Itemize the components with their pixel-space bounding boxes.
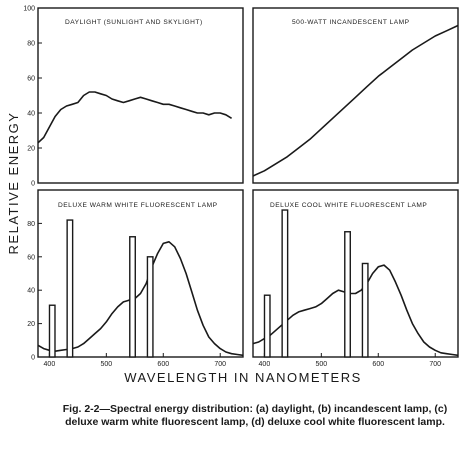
panel-frame xyxy=(252,189,459,358)
panel-marks: 400 500 600 700 xyxy=(252,209,459,368)
x-tick-label: 700 xyxy=(429,361,441,368)
panel-daylight: DAYLIGHT (SUNLIGHT AND SKYLIGHT) 0 20 40 60… xyxy=(23,6,244,188)
figure-caption: Fig. 2-2—Spectral energy distribution: (… xyxy=(62,403,448,428)
spectrum-curve xyxy=(37,91,233,144)
panel-frame xyxy=(252,7,459,184)
x-tick-label: 600 xyxy=(157,361,169,368)
panel-title: DELUXE COOL WHITE FLUORESCENT LAMP xyxy=(270,202,427,209)
panel-marks: 0 20 40 60 80 400 500 600 700 xyxy=(27,219,244,368)
panel-title: DELUXE WARM WHITE FLUORESCENT LAMP xyxy=(58,202,218,209)
y-tick-label: 40 xyxy=(27,288,35,295)
x-tick-label: 700 xyxy=(214,361,226,368)
y-axis-label: RELATIVE ENERGY xyxy=(6,112,21,255)
spectrum-curve xyxy=(252,24,459,177)
x-tick-label: 500 xyxy=(315,361,327,368)
y-tick-label: 80 xyxy=(27,221,35,228)
panel-warm-white: DELUXE WARM WHITE FLUORESCENT LAMP 0 20 40… xyxy=(27,189,244,368)
y-tick-label: 0 xyxy=(31,181,35,188)
y-tick-label: 60 xyxy=(27,254,35,261)
y-tick-label: 20 xyxy=(27,321,35,328)
emission-line-bar xyxy=(263,294,271,358)
emission-line-bar xyxy=(66,219,74,358)
panel-title: DAYLIGHT (SUNLIGHT AND SKYLIGHT) xyxy=(65,19,203,26)
y-tick-label: 20 xyxy=(27,146,35,153)
y-tick-label: 40 xyxy=(27,111,35,118)
panel-incandescent: 500-WATT INCANDESCENT LAMP xyxy=(252,7,459,184)
x-tick-label: 400 xyxy=(259,361,271,368)
emission-line-bar xyxy=(146,256,154,358)
y-tick-label: 100 xyxy=(23,6,35,13)
y-tick-label: 80 xyxy=(27,41,35,48)
panel-title: 500-WATT INCANDESCENT LAMP xyxy=(292,19,410,26)
x-tick-label: 400 xyxy=(44,361,56,368)
y-tick-label: 60 xyxy=(27,76,35,83)
emission-line-bar xyxy=(344,231,351,358)
x-tick-label: 500 xyxy=(100,361,112,368)
panel-cool-white: DELUXE COOL WHITE FLUORESCENT LAMP 400 50… xyxy=(252,189,459,368)
emission-line-bar xyxy=(281,209,289,358)
panel-frame xyxy=(37,7,244,184)
panel-marks xyxy=(252,24,459,177)
x-axis-label: WAVELENGTH IN NANOMETERS xyxy=(124,370,362,385)
y-tick-label: 0 xyxy=(31,355,35,362)
emission-line-bar xyxy=(129,236,136,358)
x-tick-label: 600 xyxy=(372,361,384,368)
panel-marks: 0 20 40 60 80 100 xyxy=(23,6,233,188)
panel-frame xyxy=(37,189,244,358)
emission-line-bar xyxy=(48,304,56,358)
emission-line-bar xyxy=(361,262,369,358)
